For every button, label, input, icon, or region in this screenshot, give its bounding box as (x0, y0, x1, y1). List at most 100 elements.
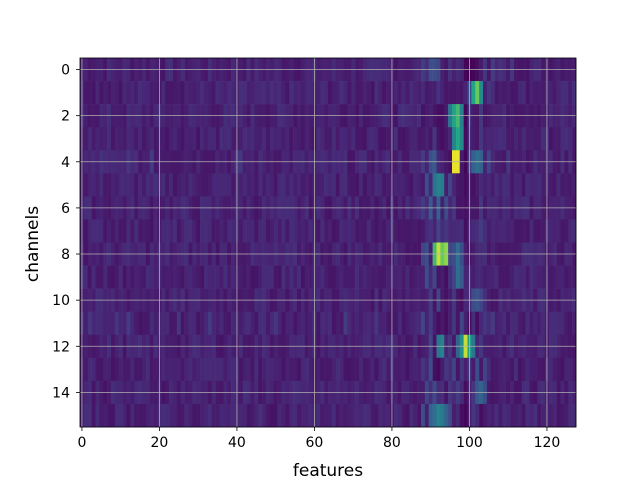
heatmap-cell (173, 173, 178, 197)
heatmap-cell (355, 357, 360, 382)
heatmap-cell (568, 265, 573, 289)
heatmap-cell (99, 311, 104, 336)
heatmap-cell (180, 311, 185, 336)
heatmap-cell (130, 219, 135, 243)
heatmap-cell (207, 403, 213, 428)
heatmap-cell (130, 357, 135, 382)
heatmap-cell (269, 219, 275, 243)
heatmap-cell (211, 219, 216, 243)
heatmap-cell (386, 311, 391, 336)
heatmap-cell (548, 357, 554, 382)
y-axis-label: channels (23, 206, 43, 282)
heatmap-cell (161, 127, 166, 151)
heatmap-cell (250, 219, 255, 243)
heatmap-cell (335, 173, 340, 197)
heatmap-cell (479, 127, 484, 151)
heatmap-cell (405, 311, 410, 336)
heatmap-cell (289, 127, 294, 151)
heatmap-cell (479, 173, 484, 197)
heatmap-cell (262, 311, 267, 336)
heatmap-cell (293, 403, 298, 428)
heatmap-cell (200, 81, 205, 105)
heatmap-cell (231, 173, 236, 197)
heatmap-cell (335, 357, 340, 382)
heatmap-cell (359, 81, 364, 105)
heatmap-cell (258, 219, 263, 243)
heatmap-cell (207, 127, 213, 151)
heatmap-cell (560, 219, 565, 243)
heatmap-cell (533, 265, 538, 289)
heatmap-cell (207, 173, 213, 197)
heatmap-cell (169, 403, 174, 428)
heatmap-cell (324, 81, 329, 105)
heatmap-cell (223, 403, 228, 428)
heatmap-cell (227, 311, 232, 336)
heatmap-cell (145, 311, 151, 336)
heatmap-cell (219, 219, 224, 243)
heatmap-cell (498, 81, 503, 105)
heatmap-cell (382, 311, 387, 336)
heatmap-cell (223, 81, 228, 105)
heatmap-cell (99, 173, 104, 197)
heatmap-cell (351, 127, 356, 151)
heatmap-cell (370, 219, 375, 243)
heatmap-cell (324, 403, 329, 428)
heatmap-cell (289, 81, 294, 105)
heatmap-cell (266, 81, 271, 105)
heatmap-cell (533, 311, 538, 336)
heatmap-cell (231, 265, 236, 289)
heatmap-cell (238, 81, 244, 105)
heatmap-cell (293, 265, 298, 289)
heatmap-cell (207, 311, 213, 336)
heatmap-cell (180, 403, 185, 428)
heatmap-cell (572, 311, 577, 336)
heatmap-cell (111, 127, 116, 151)
heatmap-cell (413, 219, 418, 243)
heatmap-cell (483, 265, 488, 289)
heatmap-cell (277, 311, 282, 336)
heatmap-cell (475, 311, 480, 336)
heatmap-cell (316, 173, 321, 197)
heatmap-cell (107, 127, 112, 151)
heatmap-cell (541, 127, 546, 151)
heatmap-cell (83, 81, 89, 105)
heatmap-cell (250, 357, 255, 382)
heatmap-cell (320, 265, 325, 289)
heatmap-cell (254, 311, 259, 336)
heatmap-cell (250, 403, 255, 428)
heatmap-cell (246, 357, 251, 382)
heatmap-cell (118, 173, 123, 197)
heatmap-cell (277, 265, 282, 289)
heatmap-cell (397, 81, 402, 105)
heatmap-cell (188, 311, 193, 336)
heatmap-cell (304, 81, 309, 105)
heatmap-cell (409, 265, 414, 289)
heatmap-cell (215, 403, 220, 428)
heatmap-cell (138, 265, 143, 289)
heatmap-cell (103, 311, 108, 336)
heatmap-cell (231, 127, 236, 151)
heatmap-cell (118, 127, 123, 151)
heatmap-cell (184, 127, 189, 151)
heatmap-cell (95, 403, 100, 428)
heatmap-cell (510, 219, 515, 243)
heatmap-cell (196, 311, 201, 336)
heatmap-cell (494, 265, 499, 289)
heatmap-cell (126, 403, 131, 428)
heatmap-cell (517, 81, 523, 105)
heatmap-cell (475, 265, 480, 289)
heatmap-cell (316, 311, 321, 336)
heatmap-cell (207, 81, 213, 105)
heatmap-cell (498, 127, 503, 151)
heatmap-cell (262, 265, 267, 289)
heatmap-cell (502, 403, 507, 428)
heatmap-cell (300, 173, 306, 197)
heatmap-cell (103, 403, 108, 428)
heatmap-cell (192, 265, 197, 289)
heatmap-cell (417, 81, 422, 105)
heatmap-cell (103, 81, 108, 105)
heatmap-cell (378, 403, 383, 428)
heatmap-cell (238, 265, 244, 289)
heatmap-cell (382, 265, 387, 289)
heatmap-cell (246, 311, 251, 336)
